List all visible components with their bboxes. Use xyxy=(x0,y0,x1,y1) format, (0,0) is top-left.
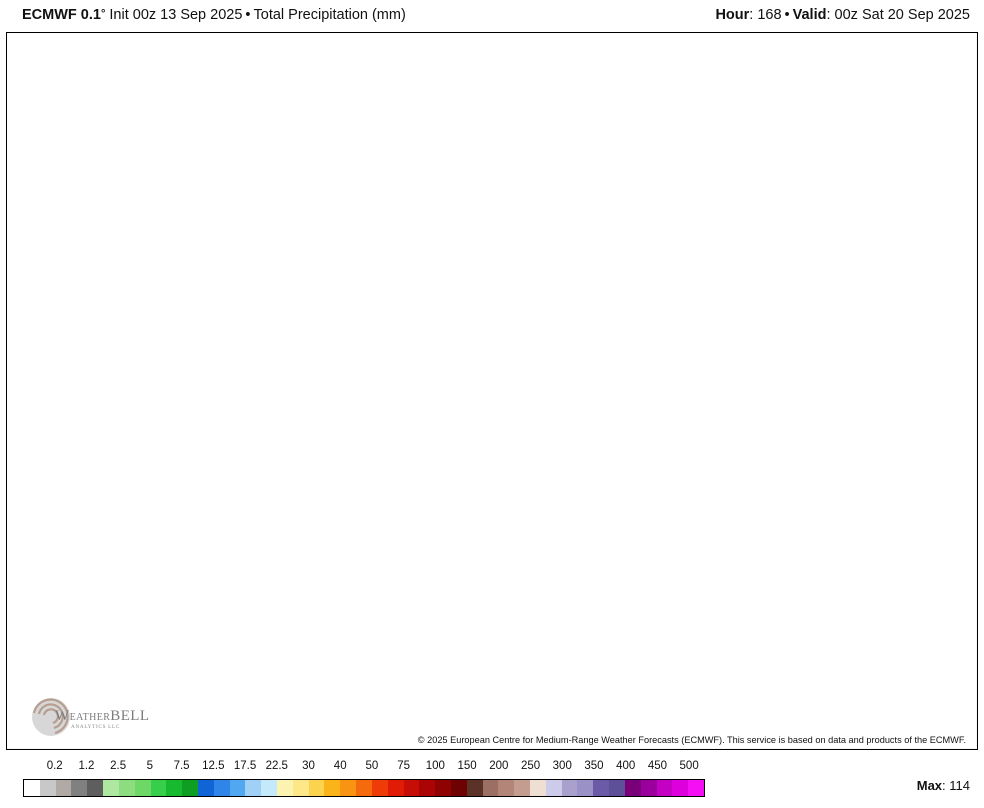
field-name: Total Precipitation (mm) xyxy=(253,7,406,23)
colorbar-swatch xyxy=(118,780,135,796)
colorbar-tick-label: 5 xyxy=(146,760,154,772)
colorbar-swatch xyxy=(245,780,262,796)
colorbar-swatch xyxy=(134,780,151,796)
colorbar-swatch xyxy=(561,780,578,796)
colorbar-swatch xyxy=(292,780,309,796)
colorbar-swatch xyxy=(356,780,372,796)
colorbar-tick-label: 0.2 xyxy=(46,760,63,772)
colorbar-swatch xyxy=(672,780,689,796)
colorbar-tick-label: 350 xyxy=(584,760,604,772)
model-name: ECMWF 0.1 xyxy=(22,7,101,23)
max-value: 114 xyxy=(949,778,970,793)
colorbar-swatch xyxy=(39,780,56,796)
colorbar-swatch xyxy=(435,780,451,796)
max-readout: Max: 114 xyxy=(916,778,970,793)
init-time: Init 00z 13 Sep 2025 xyxy=(109,7,243,23)
ecmwf-attribution: © 2025 European Centre for Medium-Range … xyxy=(414,734,969,746)
watermark-w: W xyxy=(55,708,70,724)
colorbar-swatch xyxy=(656,780,673,796)
colorbar[interactable] xyxy=(23,779,705,797)
colorbar-swatch xyxy=(324,780,341,796)
map-canvas[interactable]: WEATHERBELL ANALYTICS LLC © 2025 Europea… xyxy=(6,32,978,750)
colorbar-swatch xyxy=(87,780,104,796)
colorbar-tick-label: 400 xyxy=(616,760,636,772)
colorbar-swatch xyxy=(150,780,167,796)
hour-label: Hour xyxy=(715,7,750,23)
colorbar-swatch xyxy=(182,780,198,796)
colorbar-swatch xyxy=(545,780,562,796)
colorbar-tick-label: 30 xyxy=(302,760,315,772)
colorbar-tick-label: 500 xyxy=(679,760,699,772)
colorbar-swatch xyxy=(387,780,404,796)
colorbar-swatch xyxy=(498,780,515,796)
colorbar-tick-label: 17.5 xyxy=(233,760,257,772)
precipitation-field xyxy=(7,33,976,748)
watermark-text: WEATHERBELL xyxy=(55,708,149,725)
colorbar-tick-label: 300 xyxy=(552,760,572,772)
hour-value: 168 xyxy=(757,7,782,23)
colorbar-swatch xyxy=(609,780,625,796)
colorbar-tick-label: 2.5 xyxy=(110,760,127,772)
colorbar-swatch xyxy=(593,780,610,796)
watermark-bell: BELL xyxy=(110,708,150,724)
colorbar-swatch xyxy=(514,780,530,796)
colorbar-swatch xyxy=(340,780,357,796)
colorbar-tick-label: 50 xyxy=(365,760,379,772)
colorbar-swatch xyxy=(482,780,499,796)
colorbar-tick-label: 100 xyxy=(425,760,445,772)
colorbar-swatch xyxy=(213,780,230,796)
colorbar-swatch xyxy=(261,780,277,796)
colorbar-swatch xyxy=(403,780,420,796)
bullet-separator-2: • xyxy=(784,7,790,23)
valid-value: 00z Sat 20 Sep 2025 xyxy=(834,7,970,23)
colorbar-swatch xyxy=(308,780,325,796)
watermark-swirl-icon xyxy=(32,698,70,736)
degree-icon: ° xyxy=(100,8,106,20)
colorbar-tick-label: 200 xyxy=(489,760,509,772)
colorbar-swatch xyxy=(229,780,246,796)
colorbar-swatch xyxy=(71,780,88,796)
colorbar-swatch xyxy=(371,780,388,796)
colorbar-tick-label: 22.5 xyxy=(265,760,288,772)
header-title: ECMWF 0.1° Init 00z 13 Sep 2025 • Total Pr… xyxy=(22,7,406,23)
watermark-subtitle: ANALYTICS LLC xyxy=(71,724,121,730)
colorbar-tick-label: 150 xyxy=(457,760,477,772)
colorbar-swatch xyxy=(103,780,119,796)
colorbar-swatch xyxy=(624,780,641,796)
bullet-separator: • xyxy=(245,7,251,23)
colorbar-swatch xyxy=(640,780,657,796)
colorbar-swatch xyxy=(197,780,214,796)
header-valid-info: Hour: 168 • Valid: 00z Sat 20 Sep 2025 xyxy=(715,7,970,23)
colorbar-tick-label: 75 xyxy=(397,760,411,772)
colorbar-tick-label: 1.2 xyxy=(78,760,95,772)
colorbar-swatch xyxy=(55,780,72,796)
colorbar-swatch xyxy=(277,780,293,796)
colorbar-swatch xyxy=(24,780,40,796)
colorbar-tick-label: 40 xyxy=(333,760,347,772)
max-label: Max xyxy=(916,778,943,793)
watermark-eather: EATHER xyxy=(69,712,111,723)
colorbar-tick-label: 450 xyxy=(647,760,667,772)
colorbar-swatch xyxy=(530,780,546,796)
colorbar-swatch xyxy=(419,780,436,796)
colorbar-swatch xyxy=(688,780,704,796)
colorbar-swatch xyxy=(466,780,483,796)
colorbar-tick-label: 7.5 xyxy=(173,760,190,772)
weatherbell-watermark: WEATHERBELL ANALYTICS LLC xyxy=(21,695,149,739)
colorbar-area: 0.2 1.2 2.5 5 7.5 12.5 17.5 22.5 30 40 50 75 100 150 2… xyxy=(0,750,984,808)
colorbar-tick-label: 12.5 xyxy=(202,760,225,772)
colorbar-tick-label: 250 xyxy=(520,760,541,772)
colorbar-swatch xyxy=(450,780,467,796)
valid-label: Valid xyxy=(792,7,827,23)
colorbar-ticks: 0.2 1.2 2.5 5 7.5 12.5 17.5 22.5 30 40 50 75 100 150 2… xyxy=(0,760,984,776)
header-bar: ECMWF 0.1° Init 00z 13 Sep 2025 • Total Pr… xyxy=(0,0,984,32)
colorbar-swatch xyxy=(577,780,594,796)
colorbar-swatch xyxy=(166,780,183,796)
